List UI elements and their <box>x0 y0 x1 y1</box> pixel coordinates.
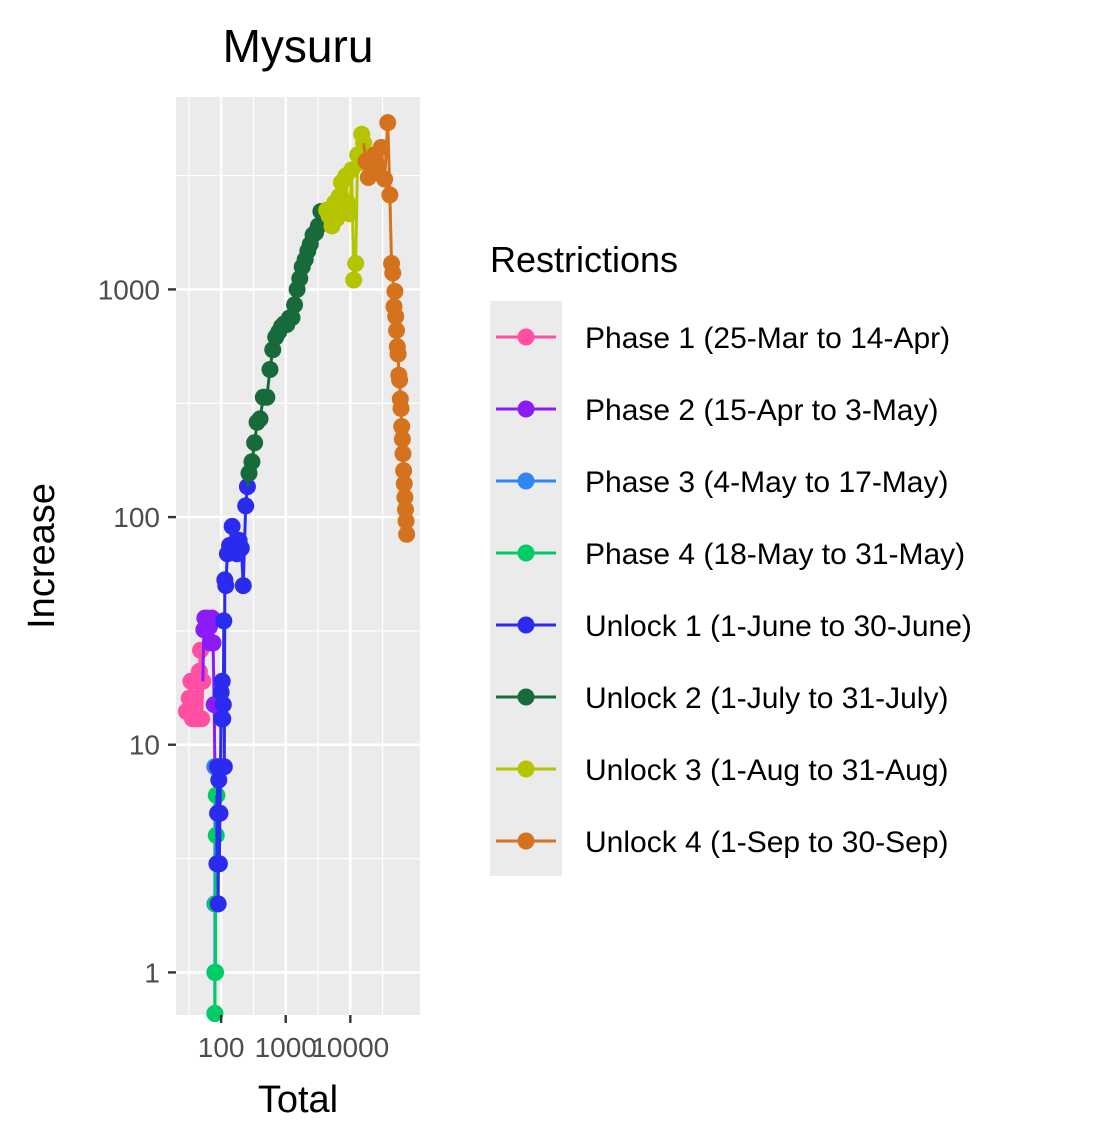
data-point <box>207 963 225 981</box>
data-point <box>283 309 301 327</box>
series-group <box>357 114 416 543</box>
chart-title: Mysuru <box>223 20 374 72</box>
y-tick-label: 1000 <box>98 274 160 305</box>
legend-label: Unlock 4 (1-Sep to 30-Sep) <box>585 826 949 859</box>
data-point <box>398 525 416 543</box>
x-tick-label: 10000 <box>311 1032 389 1063</box>
data-point <box>392 399 410 417</box>
data-point <box>286 296 304 314</box>
data-point <box>379 114 397 132</box>
data-point <box>243 453 261 471</box>
legend-key-point <box>517 760 535 778</box>
legend-key-background <box>490 301 562 876</box>
legend-key-point <box>517 688 535 706</box>
y-tick-label: 1 <box>144 957 160 988</box>
data-point <box>389 345 407 363</box>
legend: Restrictions Phase 1 (25-Mar to 14-Apr)P… <box>490 239 972 876</box>
data-point <box>206 1004 224 1022</box>
data-point <box>237 497 255 515</box>
legend-key-point <box>517 400 535 418</box>
legend-item: Phase 4 (18-May to 31-May) <box>496 538 965 571</box>
legend-item: Unlock 2 (1-July to 31-July) <box>496 682 948 715</box>
legend-key-point <box>517 472 535 490</box>
data-point <box>386 282 404 300</box>
legend-title: Restrictions <box>490 239 678 280</box>
legend-label: Unlock 1 (1-June to 30-June) <box>585 610 972 643</box>
data-point <box>394 445 412 463</box>
legend-items: Phase 1 (25-Mar to 14-Apr) Phase 2 (15-Ap… <box>496 322 972 859</box>
data-point <box>210 855 228 873</box>
legend-item: Phase 2 (15-Apr to 3-May) <box>496 394 938 427</box>
legend-item: Phase 1 (25-Mar to 14-Apr) <box>496 322 950 355</box>
series-layer <box>177 114 416 1022</box>
data-point <box>209 895 227 913</box>
data-point <box>204 634 222 652</box>
data-point <box>214 696 232 714</box>
data-point <box>215 612 233 630</box>
data-point <box>376 170 394 188</box>
data-point <box>217 577 235 595</box>
data-point <box>210 771 228 789</box>
data-point <box>391 371 409 389</box>
legend-item: Unlock 3 (1-Aug to 31-Aug) <box>496 754 949 787</box>
data-point <box>397 512 415 530</box>
data-point <box>232 539 250 557</box>
data-point <box>341 205 359 223</box>
data-point <box>261 360 279 378</box>
data-point <box>223 517 241 535</box>
data-point <box>211 804 229 822</box>
legend-item: Phase 3 (4-May to 17-May) <box>496 466 948 499</box>
data-point <box>213 672 231 690</box>
series-group <box>208 478 256 913</box>
legend-key-point <box>517 616 535 634</box>
legend-key-point <box>517 328 535 346</box>
data-point <box>388 321 406 339</box>
legend-label: Phase 4 (18-May to 31-May) <box>585 538 965 571</box>
legend-label: Phase 3 (4-May to 17-May) <box>585 466 948 499</box>
data-point <box>384 264 402 282</box>
data-point <box>251 410 269 428</box>
data-point <box>393 430 411 448</box>
x-axis-title: Total <box>258 1079 338 1121</box>
legend-item: Unlock 1 (1-June to 30-June) <box>496 610 972 643</box>
legend-label: Phase 2 (15-Apr to 3-May) <box>585 394 938 427</box>
series-group <box>318 125 373 289</box>
y-axis-title: Increase <box>21 483 63 629</box>
data-point <box>214 710 232 728</box>
data-point <box>258 388 276 406</box>
data-point <box>393 417 411 435</box>
data-point <box>215 758 233 776</box>
legend-label: Phase 1 (25-Mar to 14-Apr) <box>585 322 950 355</box>
data-point <box>387 308 405 326</box>
data-point <box>372 139 390 157</box>
plot-panel <box>176 97 420 1015</box>
data-point <box>185 689 203 707</box>
data-point <box>381 186 399 204</box>
data-point <box>246 434 264 452</box>
legend-item: Unlock 4 (1-Sep to 30-Sep) <box>496 826 949 859</box>
legend-label: Unlock 2 (1-July to 31-July) <box>585 682 948 715</box>
data-point <box>347 254 365 272</box>
data-point <box>345 271 363 289</box>
data-point <box>395 462 413 480</box>
legend-key-point <box>517 544 535 562</box>
data-point <box>234 577 252 595</box>
x-tick-label: 1000 <box>255 1032 317 1063</box>
y-tick-label: 10 <box>129 730 160 761</box>
data-point <box>396 488 414 506</box>
legend-key-point <box>517 832 535 850</box>
legend-label: Unlock 3 (1-Aug to 31-Aug) <box>585 754 949 787</box>
x-tick-label: 100 <box>198 1032 245 1063</box>
data-point <box>193 710 211 728</box>
y-tick-label: 100 <box>113 502 160 533</box>
data-point <box>395 475 413 493</box>
series-group <box>240 202 333 487</box>
